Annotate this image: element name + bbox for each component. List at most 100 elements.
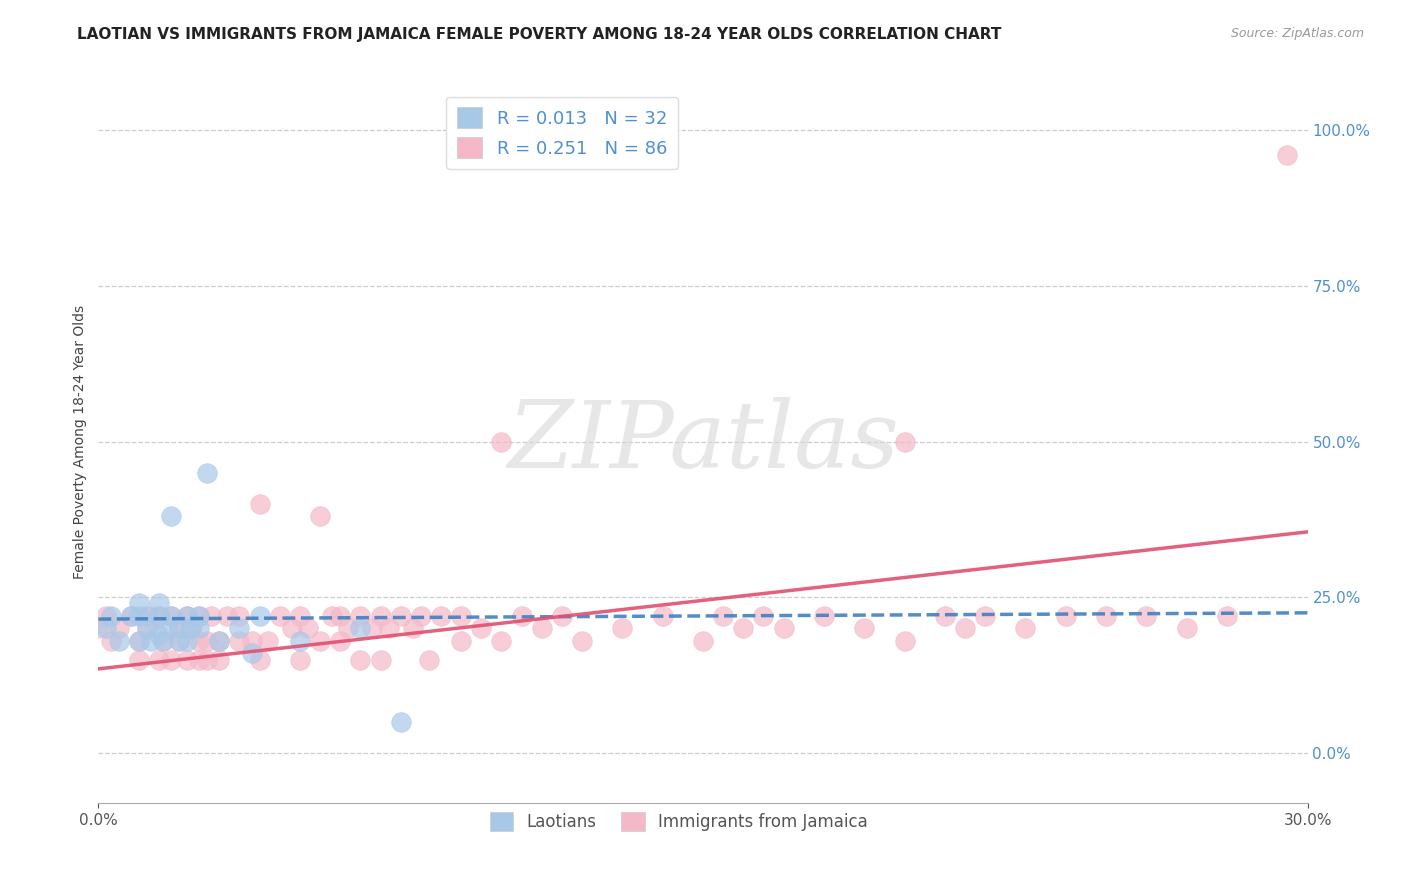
- Text: LAOTIAN VS IMMIGRANTS FROM JAMAICA FEMALE POVERTY AMONG 18-24 YEAR OLDS CORRELAT: LAOTIAN VS IMMIGRANTS FROM JAMAICA FEMAL…: [77, 27, 1001, 42]
- Point: [953, 621, 976, 635]
- Point: [1135, 609, 1157, 624]
- Point: [188, 609, 211, 624]
- Point: [160, 652, 183, 666]
- Point: [188, 633, 211, 648]
- Point: [228, 609, 250, 624]
- Point: [321, 609, 343, 624]
- Point: [180, 621, 202, 635]
- Point: [160, 509, 183, 524]
- Point: [772, 621, 794, 635]
- Point: [249, 609, 271, 624]
- Point: [349, 621, 371, 635]
- Point: [128, 633, 150, 648]
- Point: [188, 609, 211, 624]
- Point: [1095, 609, 1118, 624]
- Point: [167, 633, 190, 648]
- Point: [256, 633, 278, 648]
- Point: [551, 609, 574, 624]
- Point: [152, 633, 174, 648]
- Point: [160, 609, 183, 624]
- Text: ZIPatlas: ZIPatlas: [508, 397, 898, 486]
- Point: [402, 621, 425, 635]
- Point: [135, 609, 157, 624]
- Point: [160, 609, 183, 624]
- Point: [128, 652, 150, 666]
- Point: [240, 646, 263, 660]
- Point: [107, 621, 129, 635]
- Point: [176, 652, 198, 666]
- Point: [249, 497, 271, 511]
- Point: [853, 621, 876, 635]
- Point: [491, 434, 513, 449]
- Point: [288, 633, 311, 648]
- Point: [349, 652, 371, 666]
- Point: [148, 652, 170, 666]
- Point: [309, 509, 332, 524]
- Point: [148, 627, 170, 641]
- Point: [249, 652, 271, 666]
- Point: [269, 609, 291, 624]
- Point: [692, 633, 714, 648]
- Point: [100, 609, 122, 624]
- Point: [281, 621, 304, 635]
- Point: [208, 633, 231, 648]
- Point: [128, 633, 150, 648]
- Point: [530, 621, 553, 635]
- Point: [329, 609, 352, 624]
- Point: [297, 621, 319, 635]
- Point: [491, 633, 513, 648]
- Point: [148, 609, 170, 624]
- Point: [176, 609, 198, 624]
- Point: [288, 652, 311, 666]
- Point: [370, 652, 392, 666]
- Point: [167, 621, 190, 635]
- Point: [217, 609, 239, 624]
- Point: [974, 609, 997, 624]
- Point: [288, 609, 311, 624]
- Point: [1216, 609, 1239, 624]
- Point: [571, 633, 593, 648]
- Point: [612, 621, 634, 635]
- Point: [188, 621, 211, 635]
- Point: [1277, 148, 1299, 162]
- Point: [139, 633, 162, 648]
- Point: [167, 633, 190, 648]
- Point: [934, 609, 956, 624]
- Point: [510, 609, 533, 624]
- Point: [128, 609, 150, 624]
- Point: [370, 609, 392, 624]
- Y-axis label: Female Poverty Among 18-24 Year Olds: Female Poverty Among 18-24 Year Olds: [73, 304, 87, 579]
- Point: [711, 609, 734, 624]
- Point: [228, 633, 250, 648]
- Point: [361, 621, 384, 635]
- Point: [752, 609, 775, 624]
- Point: [208, 633, 231, 648]
- Point: [337, 621, 360, 635]
- Point: [430, 609, 453, 624]
- Point: [1054, 609, 1077, 624]
- Point: [228, 621, 250, 635]
- Point: [176, 633, 198, 648]
- Point: [377, 621, 399, 635]
- Point: [135, 621, 157, 635]
- Point: [148, 597, 170, 611]
- Point: [148, 609, 170, 624]
- Point: [240, 633, 263, 648]
- Point: [389, 714, 412, 729]
- Point: [152, 633, 174, 648]
- Point: [200, 609, 222, 624]
- Point: [1175, 621, 1198, 635]
- Point: [733, 621, 755, 635]
- Point: [329, 633, 352, 648]
- Point: [651, 609, 673, 624]
- Point: [389, 609, 412, 624]
- Point: [128, 597, 150, 611]
- Point: [96, 621, 118, 635]
- Legend: Laotians, Immigrants from Jamaica: Laotians, Immigrants from Jamaica: [484, 805, 875, 838]
- Point: [120, 609, 142, 624]
- Point: [450, 633, 472, 648]
- Point: [195, 633, 218, 648]
- Point: [208, 652, 231, 666]
- Point: [1014, 621, 1036, 635]
- Point: [156, 621, 179, 635]
